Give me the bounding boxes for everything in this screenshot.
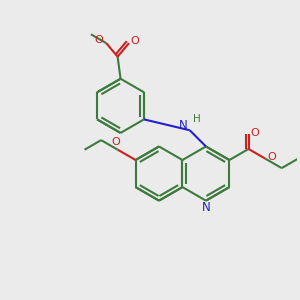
Text: O: O [111,137,120,147]
Text: O: O [94,35,103,45]
Text: O: O [130,36,139,46]
Text: O: O [267,152,276,162]
Text: N: N [179,119,188,132]
Text: O: O [250,128,260,138]
Text: H: H [193,114,201,124]
Text: N: N [202,201,210,214]
